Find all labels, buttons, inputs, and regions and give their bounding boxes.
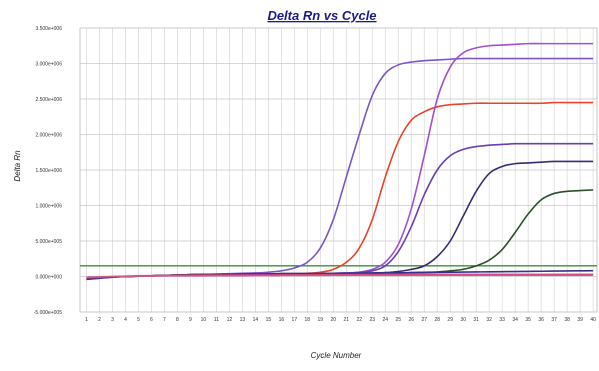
x-tick-label: 11	[214, 317, 219, 323]
chart-title: Delta Rn vs Cycle	[267, 8, 376, 23]
x-tick-label: 31	[473, 317, 479, 323]
x-tick-label: 9	[189, 317, 192, 323]
y-tick-labels: -5.000e+005 0.000e+000 5.000e+005 1.000e+00…	[34, 26, 62, 316]
series-lines	[86, 42, 594, 281]
x-tick-label: 21	[344, 317, 350, 323]
x-tick-label: 29	[447, 317, 453, 323]
x-tick-label: 40	[590, 317, 596, 323]
x-tick-label: 12	[227, 317, 233, 323]
x-axis-label: Cycle Number	[311, 351, 362, 360]
y-tick-label: 0.000e+000	[35, 275, 62, 281]
x-tick-labels: 1 2 3 4 5 6 7 8 9 10 11 12 13 14 15 16 17 18 19 20 21 22 23 24 2…	[85, 317, 596, 323]
x-tick-label: 6	[150, 317, 153, 323]
x-tick-label: 23	[369, 317, 375, 323]
x-tick-label: 4	[124, 317, 127, 323]
series-line-9	[86, 274, 594, 279]
x-tick-label: 16	[279, 317, 285, 323]
y-tick-label: 3.500e+006	[35, 26, 62, 32]
x-tick-label: 8	[176, 317, 179, 323]
x-tick-label: 28	[434, 317, 440, 323]
x-tick-label: 35	[525, 317, 531, 323]
y-axis-label: Delta Rn	[13, 150, 22, 182]
x-tick-label: 38	[564, 317, 570, 323]
x-tick-label: 15	[266, 317, 272, 323]
x-tick-label: 27	[421, 317, 427, 323]
x-tick-label: 3	[111, 317, 114, 323]
y-tick-label: -5.000e+005	[34, 310, 62, 316]
x-tick-label: 2	[98, 317, 101, 323]
x-tick-label: 19	[318, 317, 324, 323]
y-tick-label: 1.500e+006	[35, 168, 62, 174]
x-tick-label: 26	[408, 317, 414, 323]
x-tick-label: 10	[201, 317, 207, 323]
y-tick-label: 1.000e+006	[35, 204, 62, 210]
x-tick-label: 30	[460, 317, 466, 323]
x-tick-label: 32	[486, 317, 492, 323]
y-tick-label: 2.000e+006	[35, 133, 62, 139]
grid	[79, 27, 598, 313]
x-tick-label: 33	[499, 317, 505, 323]
x-tick-label: 14	[253, 317, 259, 323]
x-tick-label: 25	[395, 317, 401, 323]
x-tick-label: 13	[240, 317, 246, 323]
x-tick-label: 5	[137, 317, 140, 323]
x-tick-label: 1	[85, 317, 88, 323]
x-tick-label: 7	[163, 317, 166, 323]
x-tick-label: 36	[538, 317, 544, 323]
x-tick-label: 22	[357, 317, 363, 323]
y-tick-label: 5.000e+005	[35, 239, 62, 245]
x-tick-label: 18	[305, 317, 311, 323]
x-tick-label: 20	[331, 317, 337, 323]
y-tick-label: 3.000e+006	[35, 62, 62, 68]
x-tick-label: 39	[577, 317, 583, 323]
x-tick-label: 24	[382, 317, 388, 323]
x-tick-label: 37	[551, 317, 557, 323]
y-tick-label: 2.500e+006	[35, 97, 62, 103]
x-tick-label: 17	[292, 317, 298, 323]
x-tick-label: 34	[512, 317, 518, 323]
